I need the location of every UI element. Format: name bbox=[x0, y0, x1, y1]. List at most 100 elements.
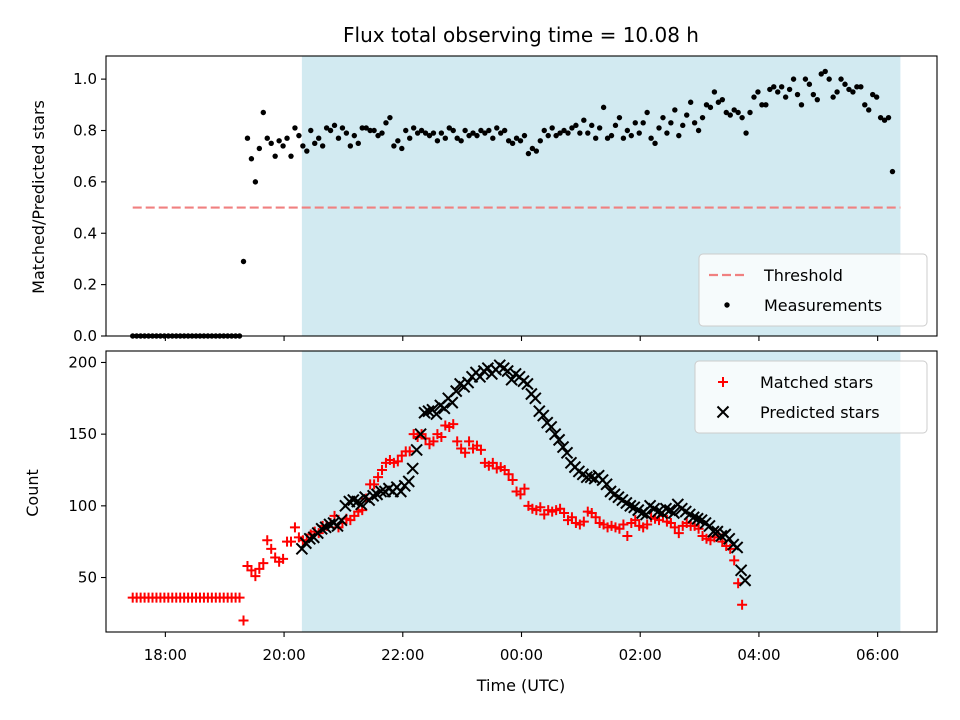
measurement-point bbox=[304, 148, 310, 154]
top-measurements-series bbox=[130, 68, 896, 339]
measurement-point bbox=[660, 114, 666, 121]
matched-stars-point bbox=[452, 436, 463, 447]
measurement-point bbox=[458, 138, 464, 144]
measurement-point bbox=[466, 132, 472, 139]
measurement-point bbox=[648, 135, 654, 141]
measurement-point bbox=[830, 94, 836, 100]
matched-stars-point bbox=[448, 419, 459, 430]
measurement-point bbox=[517, 138, 524, 144]
measurement-point bbox=[684, 112, 690, 118]
measurement-point bbox=[731, 107, 737, 113]
measurement-point bbox=[870, 91, 876, 98]
matched-stars-point bbox=[464, 436, 475, 447]
predicted-stars-point bbox=[548, 427, 562, 441]
chart-title: Flux total observing time = 10.08 h bbox=[343, 23, 699, 47]
measurement-point bbox=[288, 153, 294, 159]
matched-stars-point bbox=[737, 599, 748, 610]
matched-stars-point bbox=[460, 447, 471, 458]
matched-stars-point bbox=[630, 515, 641, 526]
measurement-point bbox=[244, 135, 251, 141]
top-y-tick-label: 0.4 bbox=[73, 224, 97, 242]
measurement-point bbox=[778, 84, 785, 90]
measurement-point bbox=[498, 130, 504, 136]
predicted-stars-point bbox=[624, 499, 637, 513]
measurement-point bbox=[308, 127, 314, 134]
bottom-legend: Matched stars Predicted stars bbox=[694, 360, 928, 434]
measurement-point bbox=[826, 76, 832, 82]
predicted-stars-point bbox=[355, 498, 368, 511]
matched-stars-point bbox=[392, 456, 403, 467]
matched-stars-point bbox=[559, 508, 570, 519]
measurement-point bbox=[842, 81, 848, 87]
matched-stars-point bbox=[642, 519, 653, 530]
legend-label: Threshold bbox=[763, 266, 843, 285]
predicted-stars-point bbox=[430, 407, 443, 421]
measurement-point bbox=[743, 130, 749, 136]
measurement-point bbox=[533, 148, 540, 154]
measurement-point bbox=[379, 130, 385, 136]
measurement-point bbox=[343, 130, 350, 136]
predicted-stars-point bbox=[335, 513, 348, 527]
measurement-point bbox=[889, 168, 896, 175]
measurement-point bbox=[652, 140, 658, 147]
measurement-point bbox=[248, 156, 255, 162]
top-y-tick-label: 0.2 bbox=[73, 276, 97, 294]
measurement-point bbox=[719, 96, 726, 103]
predicted-stars-point bbox=[687, 511, 700, 524]
measurement-point bbox=[775, 89, 781, 95]
measurement-point bbox=[272, 153, 278, 159]
matched-stars-point bbox=[404, 446, 415, 457]
predicted-stars-point bbox=[667, 506, 681, 520]
measurement-point bbox=[323, 125, 330, 131]
measurement-point bbox=[371, 127, 377, 134]
measurement-point bbox=[806, 81, 813, 87]
measurement-point bbox=[383, 120, 389, 126]
measurement-point bbox=[399, 145, 405, 152]
legend-predicted-marker bbox=[716, 405, 730, 419]
measurement-point bbox=[410, 125, 417, 131]
x-tick-label: 02:00 bbox=[619, 646, 662, 664]
measurement-point bbox=[612, 122, 619, 129]
matched-stars-point bbox=[373, 472, 384, 483]
predicted-stars-point bbox=[394, 485, 408, 498]
top-panel: 0.0 0.2 0.4 0.6 0.8 1.0 Threshold Measurements bbox=[73, 55, 938, 345]
measurement-point bbox=[260, 109, 266, 116]
measurement-point bbox=[751, 94, 757, 100]
measurement-point bbox=[549, 125, 555, 131]
measurement-point bbox=[478, 127, 484, 134]
measurement-point bbox=[363, 125, 369, 131]
measurement-point bbox=[624, 127, 631, 134]
measurement-point bbox=[755, 89, 761, 95]
measurement-point bbox=[771, 84, 777, 90]
legend-label: Predicted stars bbox=[760, 403, 880, 422]
bottom-y-axis-label: Count bbox=[23, 469, 42, 517]
measurement-point bbox=[474, 132, 480, 139]
measurement-point bbox=[422, 130, 429, 136]
measurement-point bbox=[640, 120, 646, 126]
matched-stars-point bbox=[258, 558, 269, 569]
matched-stars-point bbox=[729, 555, 740, 566]
measurement-point bbox=[569, 125, 575, 131]
measurement-point bbox=[850, 89, 856, 95]
measurement-point bbox=[767, 86, 773, 93]
bottom-predicted-stars-series bbox=[295, 359, 752, 587]
measurement-point bbox=[636, 130, 642, 136]
measurement-point bbox=[490, 135, 496, 141]
matched-stars-point bbox=[266, 543, 277, 554]
measurement-point bbox=[616, 114, 623, 121]
measurement-point bbox=[264, 135, 270, 141]
measurement-point bbox=[794, 91, 801, 98]
matched-stars-point bbox=[246, 565, 257, 576]
predicted-stars-point bbox=[422, 405, 435, 418]
top-legend: Threshold Measurements bbox=[698, 253, 928, 327]
measurement-point bbox=[347, 143, 354, 149]
measurement-point bbox=[494, 125, 500, 131]
matched-stars-point bbox=[234, 592, 245, 603]
matched-stars-point bbox=[289, 522, 300, 533]
measurement-point bbox=[798, 102, 805, 108]
measurement-point bbox=[593, 135, 599, 141]
predicted-stars-point bbox=[402, 475, 415, 488]
measurement-point bbox=[525, 150, 532, 157]
measurement-point bbox=[628, 132, 635, 139]
measurement-point bbox=[486, 127, 492, 134]
